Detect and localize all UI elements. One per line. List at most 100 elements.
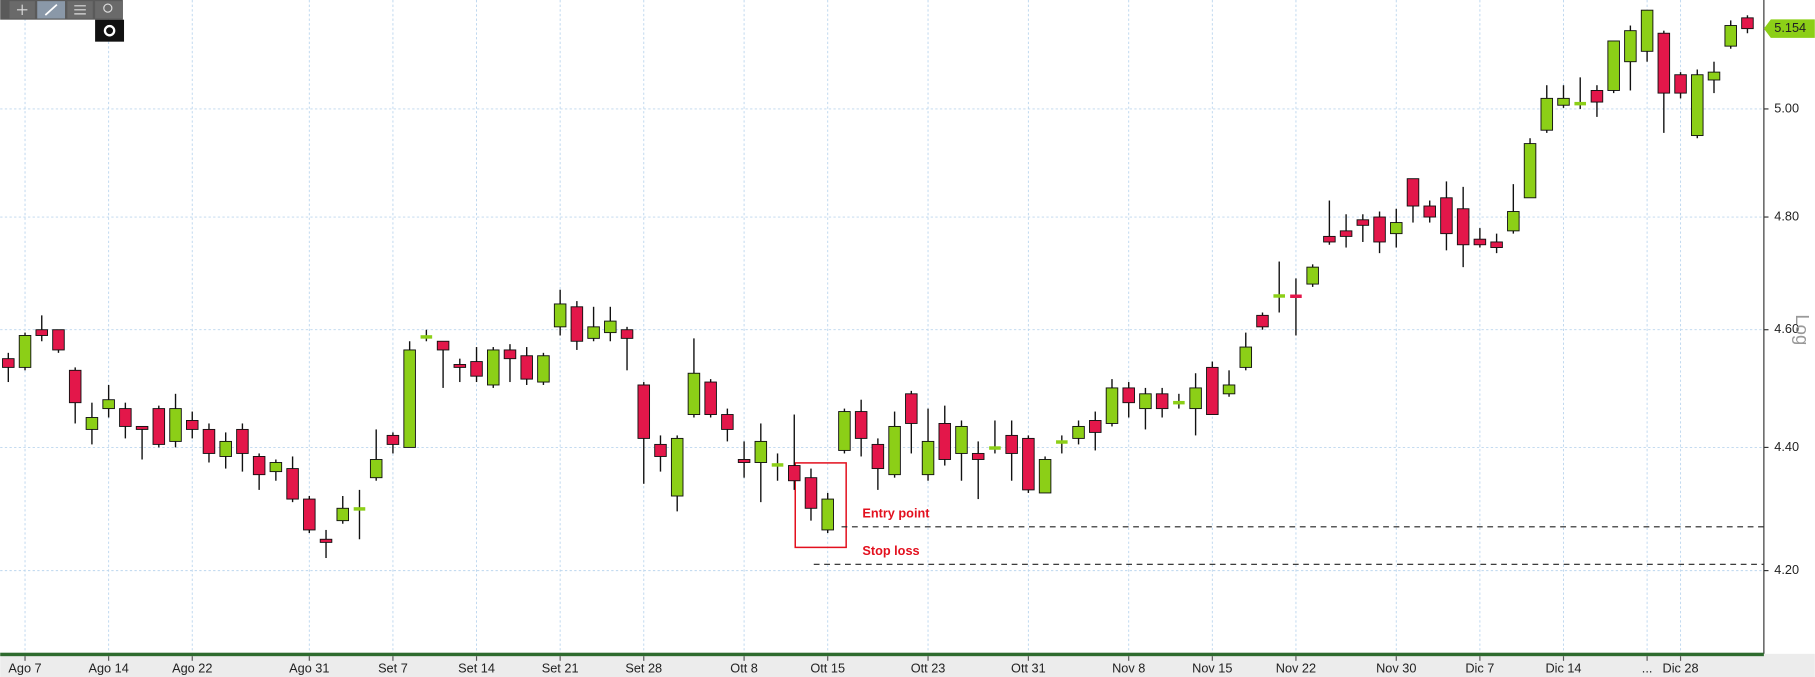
candle-body xyxy=(921,440,935,476)
candle-body xyxy=(888,425,901,476)
candle-body xyxy=(1122,387,1135,404)
candle-body xyxy=(1306,266,1319,285)
x-tick-label: Nov 8 xyxy=(1112,660,1145,675)
candle-body xyxy=(670,437,684,497)
candle-body xyxy=(18,335,32,368)
candle-body xyxy=(854,411,868,439)
candle-body xyxy=(487,349,500,386)
candle-body xyxy=(721,414,734,430)
candle-body xyxy=(1089,420,1102,433)
candle-body xyxy=(1557,97,1570,106)
candle-body xyxy=(1624,30,1637,63)
x-tick-label: Nov 22 xyxy=(1276,660,1316,675)
candle-body xyxy=(186,420,199,430)
settings-icon xyxy=(103,24,116,37)
candles xyxy=(2,9,1754,559)
x-axis-band xyxy=(0,653,1815,677)
candle-body xyxy=(838,411,851,451)
candle-body xyxy=(1691,74,1704,137)
candle-body xyxy=(1540,97,1554,131)
candle-body xyxy=(771,463,784,467)
candle-body xyxy=(202,428,216,454)
candle-body xyxy=(1189,387,1202,410)
candle-body xyxy=(269,462,283,473)
candle-body xyxy=(1507,211,1520,232)
candle-body xyxy=(704,381,717,415)
candle-body xyxy=(52,329,65,351)
candle-body xyxy=(1356,219,1370,226)
candle-body xyxy=(453,364,467,368)
x-tick-label: Ago 14 xyxy=(88,660,128,675)
candle-body xyxy=(938,422,952,460)
zoom-button[interactable] xyxy=(95,1,123,19)
candle-body xyxy=(35,329,48,336)
candle-body xyxy=(119,408,132,427)
x-tick-label: Set 14 xyxy=(458,660,495,675)
candle-body xyxy=(353,507,366,511)
x-tick-label: Dic 28 xyxy=(1663,660,1699,675)
candle-body xyxy=(955,425,968,454)
candle-body xyxy=(336,507,350,522)
candle-body xyxy=(587,326,600,339)
x-tick-label: Ott 8 xyxy=(730,660,758,675)
candle-body xyxy=(1005,434,1018,454)
candle-body xyxy=(1390,222,1403,235)
candle-body xyxy=(1373,216,1386,243)
annotation-label: Entry point xyxy=(862,505,930,520)
x-tick-label: Ago 22 xyxy=(172,660,212,675)
candle-body xyxy=(1473,238,1487,246)
x-tick-label: Set 21 xyxy=(542,660,579,675)
y-axis-label: Log xyxy=(1792,314,1813,345)
candle-body xyxy=(821,498,834,531)
x-axis: Ago 7 Ago 14 Ago 22 Ago 31 Set 7 Set 14 Set 21… xyxy=(8,656,1699,675)
candle-body xyxy=(871,443,885,470)
candle-body xyxy=(1523,143,1537,199)
x-axis-line xyxy=(0,652,1764,657)
candle-body xyxy=(1290,294,1302,298)
last-price-label: 5.154 xyxy=(1774,20,1806,35)
y-tick-label: 4.40 xyxy=(1774,439,1799,454)
candle-body xyxy=(1239,346,1253,368)
candle-body xyxy=(1323,235,1336,243)
candle-body xyxy=(386,434,400,445)
candle-body xyxy=(1072,425,1085,439)
candle-body xyxy=(85,417,99,430)
candle-body xyxy=(788,465,801,482)
candle-body xyxy=(905,393,918,424)
candle-body xyxy=(654,443,667,457)
candle-body xyxy=(1724,25,1737,47)
candle-body xyxy=(252,456,266,476)
candle-body xyxy=(102,399,115,410)
candle-body xyxy=(1423,205,1436,218)
candle-body xyxy=(1590,90,1604,103)
annotations: Entry point Stop loss xyxy=(794,462,1764,565)
x-tick-label: Set 7 xyxy=(378,660,408,675)
candle-body xyxy=(1105,387,1119,424)
candle-body xyxy=(1222,384,1236,395)
candle-body xyxy=(436,340,450,351)
crosshair-icon xyxy=(16,4,28,16)
y-tick-label: 4.80 xyxy=(1774,208,1799,223)
candle-body xyxy=(989,446,1001,450)
candle-body xyxy=(637,384,651,439)
candle-body xyxy=(1440,197,1453,235)
draw-icon xyxy=(44,3,58,16)
candle-body xyxy=(1173,400,1185,405)
candle-body xyxy=(520,355,533,380)
candle-body xyxy=(971,452,985,460)
annotation-label: Stop loss xyxy=(862,543,919,558)
candle-body xyxy=(1206,366,1219,415)
candle-body xyxy=(754,440,768,463)
candle-body xyxy=(1607,40,1620,91)
candle-body xyxy=(1339,230,1353,237)
candle-body xyxy=(1273,294,1285,298)
settings-button[interactable] xyxy=(95,19,125,42)
x-tick-label: Nov 30 xyxy=(1376,660,1416,675)
x-tick-label: Dic 14 xyxy=(1545,660,1581,675)
candle-body xyxy=(1139,393,1152,410)
candle-body xyxy=(1022,437,1035,491)
x-tick-label: Set 28 xyxy=(625,660,662,675)
candle-body xyxy=(152,408,166,445)
